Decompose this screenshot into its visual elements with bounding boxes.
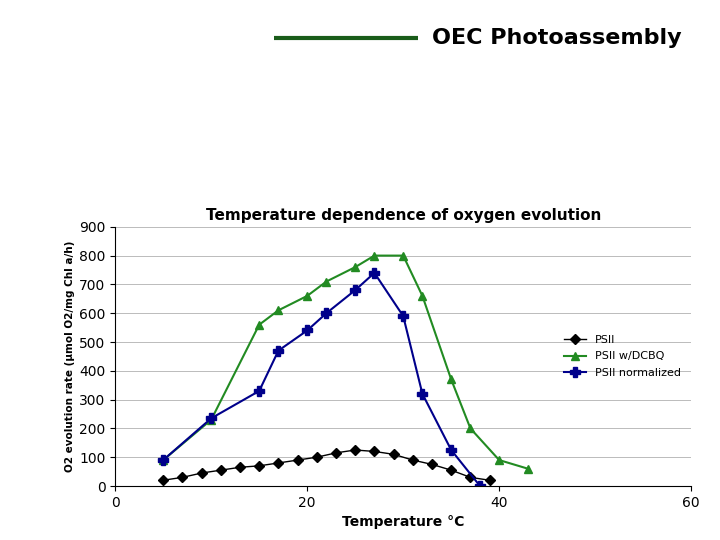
PSII: [351, 447, 359, 453]
Line: PSII w/DCBQ: PSII w/DCBQ: [159, 252, 532, 473]
PSII normalized: [159, 457, 168, 463]
PSII w/DCBQ: [303, 293, 312, 299]
PSII: [255, 463, 264, 469]
PSII: [332, 450, 341, 456]
PSII w/DCBQ: [274, 307, 283, 314]
Line: PSII: PSII: [160, 447, 493, 484]
PSII w/DCBQ: [466, 425, 474, 431]
PSII: [217, 467, 225, 474]
PSII: [408, 457, 417, 463]
PSII w/DCBQ: [370, 252, 379, 259]
PSII normalized: [255, 388, 264, 394]
PSII w/DCBQ: [255, 321, 264, 328]
Title: Temperature dependence of oxygen evolution: Temperature dependence of oxygen evoluti…: [205, 208, 601, 223]
PSII w/DCBQ: [399, 252, 408, 259]
PSII normalized: [370, 269, 379, 276]
Line: PSII normalized: PSII normalized: [158, 268, 485, 491]
Text: OEC Photoassembly: OEC Photoassembly: [432, 28, 682, 48]
PSII: [159, 477, 168, 483]
PSII: [370, 448, 379, 455]
PSII: [274, 460, 283, 466]
PSII w/DCBQ: [495, 457, 503, 463]
X-axis label: Temperature °C: Temperature °C: [342, 515, 464, 529]
PSII normalized: [303, 327, 312, 334]
Y-axis label: O2 evolution rate (µmol O2/mg Chl a/h): O2 evolution rate (µmol O2/mg Chl a/h): [65, 241, 75, 472]
PSII w/DCBQ: [523, 465, 532, 472]
PSII w/DCBQ: [447, 376, 456, 383]
PSII: [312, 454, 321, 461]
PSII w/DCBQ: [207, 416, 215, 423]
PSII w/DCBQ: [322, 278, 330, 285]
PSII: [428, 461, 436, 468]
PSII: [293, 457, 302, 463]
PSII: [390, 451, 398, 457]
Legend: PSII, PSII w/DCBQ, PSII normalized: PSII, PSII w/DCBQ, PSII normalized: [559, 330, 685, 382]
PSII w/DCBQ: [418, 293, 427, 299]
PSII normalized: [322, 310, 330, 316]
PSII normalized: [399, 313, 408, 319]
PSII: [447, 467, 456, 474]
PSII: [466, 474, 474, 481]
PSII: [485, 477, 494, 483]
PSII normalized: [351, 287, 359, 293]
PSII: [235, 464, 244, 470]
PSII: [197, 470, 206, 476]
PSII normalized: [207, 415, 215, 422]
PSII normalized: [476, 483, 485, 489]
PSII normalized: [418, 390, 427, 397]
PSII normalized: [274, 347, 283, 354]
PSII: [178, 474, 186, 481]
PSII w/DCBQ: [159, 457, 168, 463]
PSII normalized: [447, 447, 456, 453]
PSII w/DCBQ: [351, 264, 359, 271]
